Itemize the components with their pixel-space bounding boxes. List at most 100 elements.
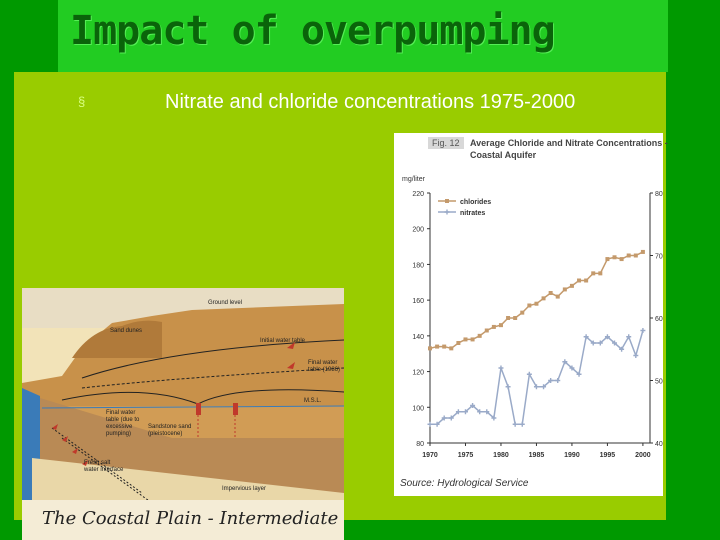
data-point-chlorides: [548, 291, 553, 295]
right-tick-label: 70: [655, 254, 663, 261]
x-tick-label: 2000: [635, 452, 651, 459]
series-line-nitrates: [430, 330, 644, 425]
left-tick-label: 120: [412, 370, 424, 377]
final-table-excess-label-3: excessive: [106, 424, 133, 430]
final-table-excess-label-4: pumping): [106, 431, 132, 437]
data-point-nitrates: [612, 340, 618, 346]
x-tick-label: 1990: [564, 452, 580, 459]
chart-title: Average Chloride and Nitrate Concentrati…: [470, 138, 668, 160]
data-point-nitrates: [640, 328, 646, 333]
data-point-nitrates: [541, 384, 547, 390]
data-point-nitrates: [470, 403, 476, 408]
data-point-chlorides: [619, 257, 624, 262]
data-point-chlorides: [605, 257, 610, 262]
right-tick-label: 60: [655, 316, 663, 323]
bullet-text: Nitrate and chloride concentrations 1975…: [165, 91, 576, 113]
sandstone-label-2: (pleistocene): [148, 431, 183, 437]
data-point-chlorides: [612, 255, 617, 260]
legend-marker-nitrates: [444, 209, 450, 215]
right-tick-label: 40: [655, 441, 663, 448]
data-point-nitrates: [590, 340, 596, 346]
left-tick-label: 160: [412, 298, 424, 305]
data-point-nitrates: [427, 421, 433, 427]
data-point-chlorides: [626, 253, 631, 258]
bullet-icon: §: [78, 94, 86, 109]
data-point-chlorides: [506, 316, 511, 320]
data-point-chlorides: [449, 346, 454, 351]
left-tick-label: 80: [416, 441, 424, 448]
chart-panel: [394, 133, 663, 496]
data-point-chlorides: [640, 249, 645, 254]
legend-label-chlorides: chlorides: [460, 199, 491, 206]
data-point-nitrates: [597, 340, 603, 346]
data-point-chlorides: [569, 283, 574, 288]
data-point-nitrates: [519, 421, 525, 427]
ground-level-label: Ground level: [208, 300, 243, 306]
left-tick-label: 140: [412, 334, 424, 341]
x-tick-label: 1980: [493, 452, 509, 459]
data-point-nitrates: [477, 409, 483, 415]
left-tick-label: 180: [412, 262, 424, 269]
data-point-chlorides: [584, 278, 589, 283]
y-axis-label: mg/liter: [402, 176, 426, 183]
impervious-layer-label: Impervious layer: [222, 486, 267, 492]
initial-water-table-label: Initial water table: [260, 338, 306, 344]
figure-caption: The Coastal Plain - Intermediate Stage: [42, 508, 344, 529]
sand-dunes-label: Sand dunes: [110, 328, 143, 334]
data-point-nitrates: [434, 421, 440, 427]
data-point-nitrates: [505, 384, 511, 390]
interface-label-1: Fresh salt: [84, 460, 111, 466]
data-point-chlorides: [534, 301, 539, 306]
data-point-chlorides: [435, 344, 440, 349]
data-point-nitrates: [562, 359, 568, 365]
data-point-chlorides: [484, 328, 489, 333]
data-point-chlorides: [520, 310, 525, 315]
data-point-chlorides: [633, 253, 638, 258]
data-point-chlorides: [442, 344, 447, 349]
data-point-chlorides: [456, 341, 461, 345]
final-water-table-label-1: Final water: [308, 360, 338, 366]
x-tick-label: 1985: [529, 452, 545, 459]
data-point-chlorides: [491, 324, 496, 329]
left-tick-label: 220: [412, 191, 424, 198]
left-tick-label: 100: [412, 405, 424, 412]
concentration-chart: mg/liter 80 100 120 140 160 180 200 220 40 50 60 70 8…: [402, 176, 663, 459]
msl-label: M.S.L.: [304, 398, 322, 404]
data-point-chlorides: [591, 271, 596, 276]
data-point-chlorides: [513, 316, 518, 320]
data-point-chlorides: [527, 303, 532, 308]
data-point-nitrates: [533, 384, 539, 390]
data-point-chlorides: [562, 287, 567, 292]
data-point-nitrates: [448, 415, 454, 421]
data-point-chlorides: [428, 346, 432, 351]
cross-section-drawing: [22, 288, 344, 540]
x-tick-label: 1995: [600, 452, 616, 459]
data-point-nitrates: [633, 353, 639, 358]
data-point-nitrates: [576, 371, 582, 377]
data-point-nitrates: [491, 415, 497, 421]
slide-title: Impact of overpumping: [70, 8, 556, 54]
data-point-chlorides: [598, 271, 603, 276]
sandstone-label-1: Sandstone sand: [148, 424, 192, 430]
data-point-nitrates: [583, 334, 589, 340]
data-point-nitrates: [512, 421, 518, 427]
chart-source: Source: Hydrological Service: [400, 478, 529, 489]
right-tick-label: 80: [655, 191, 663, 198]
data-point-nitrates: [526, 371, 532, 377]
left-tick-label: 200: [412, 227, 424, 234]
series-line-chlorides: [429, 251, 644, 350]
data-point-nitrates: [484, 409, 490, 415]
x-tick-label: 1975: [458, 452, 474, 459]
x-tick-label: 1970: [422, 452, 438, 459]
data-point-chlorides: [477, 333, 482, 338]
data-point-nitrates: [462, 409, 468, 415]
data-point-chlorides: [541, 296, 546, 301]
legend-label-nitrates: nitrates: [460, 210, 485, 217]
coastal-plain-illustration: Ground level Sand dunes Initial water ta…: [22, 288, 344, 540]
interface-label-2: water interface: [84, 467, 124, 473]
data-point-chlorides: [498, 323, 503, 328]
final-water-table-label-2: table (1986): [308, 367, 341, 373]
data-point-nitrates: [548, 378, 554, 383]
data-point-nitrates: [555, 378, 561, 383]
data-point-nitrates: [626, 334, 632, 340]
